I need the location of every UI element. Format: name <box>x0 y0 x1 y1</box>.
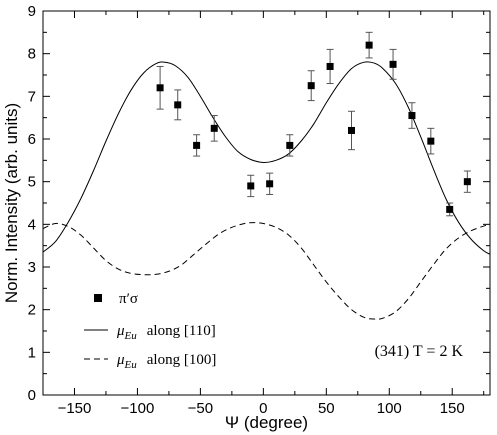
y-tick-label: 4 <box>28 216 36 233</box>
x-axis-label: Ψ (degree) <box>225 413 308 432</box>
legend-label: μEu along [100] <box>116 352 216 371</box>
legend-label: π′σ <box>119 291 138 307</box>
y-tick-label: 3 <box>28 259 36 276</box>
data-point <box>174 101 182 109</box>
y-tick-label: 0 <box>28 387 36 404</box>
x-tick-label: 100 <box>377 400 402 417</box>
x-tick-label: −150 <box>58 400 92 417</box>
plot-frame <box>42 10 491 396</box>
condition-annotation: (341) T = 2 K <box>375 343 464 360</box>
curve-100 <box>43 222 490 320</box>
data-point <box>463 178 471 186</box>
data-point <box>156 84 164 92</box>
y-tick-label: 6 <box>28 131 36 148</box>
data-point <box>193 141 201 149</box>
data-point <box>389 60 397 68</box>
y-axis: 0 1 2 3 4 5 6 7 8 9 <box>28 3 490 404</box>
data-point <box>446 205 454 213</box>
x-tick-label: −50 <box>188 400 213 417</box>
y-tick-label: 7 <box>28 88 36 105</box>
legend: π′σ μEu along [110] μEu along [100] <box>84 291 216 371</box>
y-tick-label: 2 <box>28 302 36 319</box>
x-tick-label: 150 <box>440 400 465 417</box>
y-tick-label: 1 <box>28 344 36 361</box>
y-tick-label: 9 <box>28 3 36 20</box>
data-point <box>427 137 435 145</box>
y-axis-label: Norm. Intensity (arb. units) <box>2 103 21 303</box>
data-point <box>307 82 315 90</box>
x-axis: −150 −100 −50 0 50 100 150 <box>42 11 485 417</box>
data-point <box>408 112 416 120</box>
legend-label: μEu along [110] <box>116 323 216 342</box>
data-point <box>247 182 255 190</box>
data-point <box>326 62 334 70</box>
y-tick-label: 8 <box>28 46 36 63</box>
plot-content <box>43 31 490 320</box>
data-point <box>210 124 218 132</box>
data-point <box>286 141 294 149</box>
x-tick-label: −100 <box>121 400 155 417</box>
data-point <box>365 41 373 49</box>
legend-marker <box>94 294 102 302</box>
curve-110 <box>43 61 490 255</box>
data-point <box>266 180 274 188</box>
x-tick-label: 0 <box>259 400 267 417</box>
data-point <box>347 126 355 134</box>
x-tick-label: 50 <box>318 400 335 417</box>
y-tick-label: 5 <box>28 174 36 191</box>
